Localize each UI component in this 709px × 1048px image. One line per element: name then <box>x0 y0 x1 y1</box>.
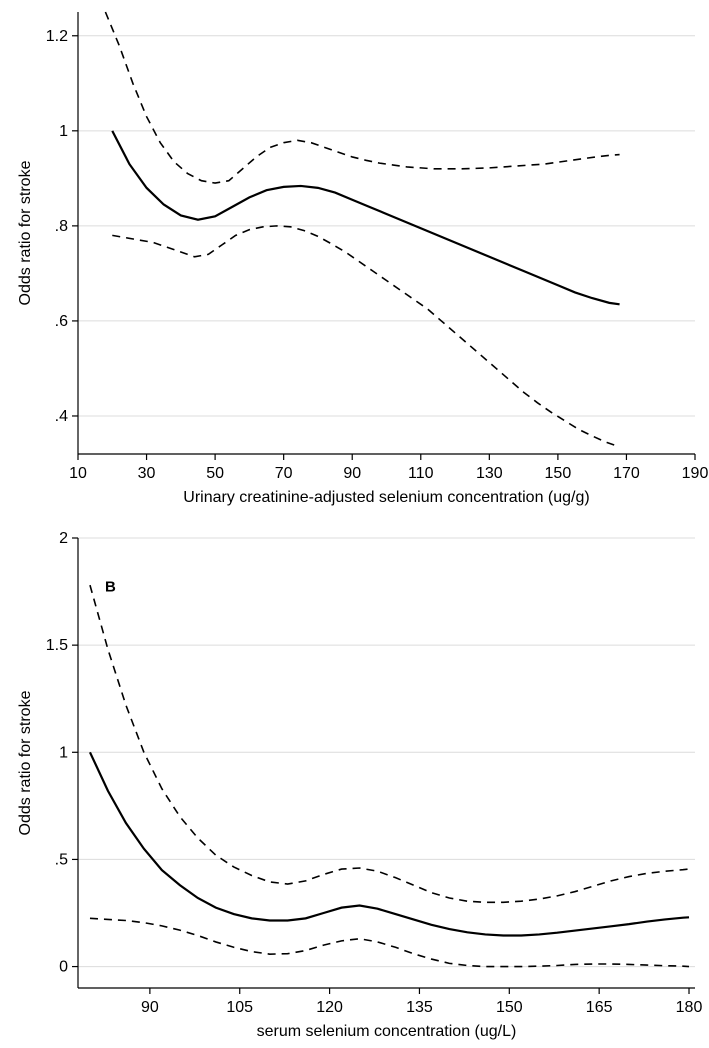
upper-ci-line <box>90 585 689 902</box>
y-tick-label: 0 <box>59 959 68 976</box>
panel-b: 90 105 120 135 150 165 180 0 .5 1 1.5 2 serum seleni… <box>0 514 709 1048</box>
x-tick-label: 130 <box>476 465 503 482</box>
x-tick-label: 10 <box>69 465 87 482</box>
x-tick-label: 150 <box>496 999 523 1016</box>
lower-ci-line <box>112 226 619 447</box>
y-tick-label: 1.2 <box>46 28 68 45</box>
x-tick-label: 105 <box>226 999 253 1016</box>
x-axis-label: serum selenium concentration (ug/L) <box>257 1023 517 1040</box>
x-tick-label: 180 <box>676 999 703 1016</box>
x-tick-label: 70 <box>275 465 293 482</box>
panel-label: B <box>105 579 116 596</box>
y-tick-label: 1 <box>59 123 68 140</box>
y-axis-label: Odds ratio for stroke <box>17 690 34 835</box>
y-tick-label: .5 <box>55 851 68 868</box>
y-tick-label: 2 <box>59 530 68 547</box>
chart-a-svg: 10 30 50 70 90 110 130 150 170 190 .4 .6 .8 1 1.2 Urina… <box>0 0 709 514</box>
chart-b-svg: 90 105 120 135 150 165 180 0 .5 1 1.5 2 serum seleni… <box>0 514 709 1048</box>
x-tick-label: 110 <box>408 465 434 482</box>
y-tick-label: .8 <box>55 218 68 235</box>
x-tick-label: 190 <box>682 465 709 482</box>
y-tick-label: .6 <box>55 313 68 330</box>
y-axis-label: Odds ratio for stroke <box>17 160 34 305</box>
x-tick-label: 90 <box>343 465 361 482</box>
upper-ci-line <box>105 12 619 183</box>
y-tick-label: 1 <box>59 744 68 761</box>
x-tick-label: 170 <box>613 465 640 482</box>
x-tick-label: 165 <box>586 999 613 1016</box>
figure-container: 1030507090110130150170190.4.6.811.2Urina… <box>0 0 709 1048</box>
y-tick-label: .4 <box>55 408 68 425</box>
x-tick-label: 135 <box>406 999 433 1016</box>
x-tick-label: 150 <box>545 465 572 482</box>
x-tick-label: 120 <box>316 999 343 1016</box>
center-estimate-line <box>90 752 689 935</box>
x-axis-label: Urinary creatinine-adjusted selenium con… <box>183 489 589 506</box>
center-estimate-line <box>112 131 619 304</box>
panel-a: 10 30 50 70 90 110 130 150 170 190 .4 .6 .8 1 1.2 Urina… <box>0 0 709 514</box>
x-tick-label: 90 <box>141 999 159 1016</box>
y-tick-label: 1.5 <box>46 637 68 654</box>
x-tick-label: 50 <box>206 465 224 482</box>
x-tick-label: 30 <box>138 465 156 482</box>
lower-ci-line <box>90 918 689 966</box>
